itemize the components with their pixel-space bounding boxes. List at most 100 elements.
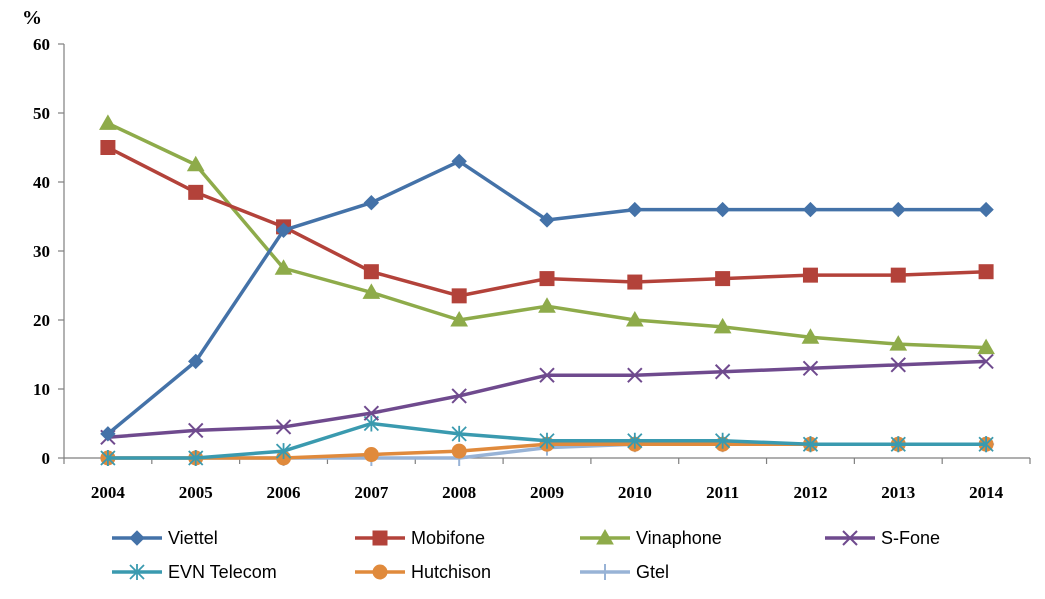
series-vinaphone [99,114,995,355]
data-point-vinaphone [538,297,556,313]
data-point-hutchison [363,447,379,463]
data-point-s-fone-stroke [714,364,731,380]
data-point-s-fone-stroke [890,357,906,373]
data-point-s-fone [890,357,906,373]
legend-item-hutchison: Hutchison [355,562,491,582]
data-point-s-fone [451,388,467,404]
data-point-vinaphone [99,114,117,130]
data-point-viettel [890,201,906,218]
y-tick-label: 60 [33,35,50,54]
legend-item-vinaphone: Vinaphone [580,528,722,548]
data-point-hutchison [451,443,467,459]
x-tick-label: 2009 [530,483,564,502]
data-point-vinaphone [274,259,293,275]
y-axis-ticks: 0 10 20 30 40 50 60 [33,35,64,468]
data-point-viettel [714,201,731,218]
data-point-vinaphone [889,335,908,351]
series-mobifone [100,140,994,304]
data-point-mobifone [715,271,731,287]
x-tick-label: 2005 [179,483,213,502]
x-tick-label: 2010 [618,483,652,502]
x-tick-label: 2007 [354,483,389,502]
data-point-vinaphone [450,310,469,327]
data-point-evn-telecom [714,432,731,449]
series-line-s-fone [107,359,987,440]
data-point-mobifone [539,271,555,287]
legend-label: Hutchison [411,562,491,582]
x-tick-label: 2004 [91,483,126,502]
data-point-s-fone-stroke [539,367,555,383]
data-point-vinaphone [713,317,732,334]
data-point-s-fone [978,353,994,370]
data-point-viettel [978,201,994,218]
data-point-viettel [802,201,819,218]
data-point-s-fone [363,405,380,421]
data-point-s-fone-stroke [627,367,643,383]
x-tick-label: 2014 [969,483,1004,502]
axes [63,44,1030,459]
legend-item-gtel: Gtel [580,562,669,582]
series-viettel [100,153,994,442]
y-tick-label: 0 [42,449,51,468]
y-unit-label: % [22,7,42,29]
series-layer [99,114,995,466]
legend-marker [597,564,613,580]
data-point-evn-telecom [100,450,116,466]
data-point-evn-telecom [627,432,643,449]
legend-marker [129,564,145,580]
y-tick-label: 10 [33,380,50,399]
legend-item-viettel: Viettel [112,528,218,548]
data-point-evn-telecom [188,450,204,466]
data-point-s-fone [188,422,204,439]
data-point-viettel [188,353,204,370]
data-point-vinaphone [977,338,995,355]
data-point-viettel [627,201,643,218]
y-tick-label: 40 [33,173,50,192]
legend-marker [129,530,145,546]
legend-label: Mobifone [411,528,485,548]
data-point-mobifone [802,267,818,283]
y-tick-label: 30 [33,242,50,261]
legend-marker-stroke [842,530,858,546]
data-point-s-fone [802,360,819,377]
legend-marker [596,528,614,545]
x-tick-label: 2012 [793,483,827,502]
data-point-evn-telecom [802,436,819,453]
data-point-s-fone-stroke [363,405,380,421]
legend-label: Viettel [168,528,218,548]
legend-label: Vinaphone [636,528,722,548]
data-point-s-fone [275,419,292,435]
data-point-evn-telecom [890,436,906,453]
series-s-fone [100,353,994,446]
series-evn-telecom [100,415,994,466]
legend-item-mobifone: Mobifone [355,528,485,548]
data-point-mobifone [890,267,906,283]
data-point-evn-telecom [978,436,994,453]
data-point-viettel [539,212,555,228]
x-tick-label: 2013 [881,483,915,502]
legend-label: Gtel [636,562,669,582]
data-point-s-fone-stroke [451,388,467,404]
data-point-viettel [451,153,467,170]
data-point-mobifone [188,184,204,200]
data-point-mobifone [363,264,379,280]
series-line-vinaphone [107,121,987,350]
legend-label: EVN Telecom [168,562,277,582]
data-point-mobifone [627,274,643,290]
data-point-vinaphone [625,310,644,327]
data-point-s-fone-stroke [978,353,994,370]
data-point-s-fone [714,364,731,380]
x-tick-label: 2011 [706,483,739,502]
data-point-s-fone-stroke [802,360,819,377]
legend-label: S-Fone [881,528,940,548]
y-tick-label: 20 [33,311,50,330]
data-point-mobifone [978,264,994,280]
data-point-evn-telecom [539,432,555,449]
legend-item-s-fone: S-Fone [825,528,940,548]
data-point-evn-telecom [275,443,292,460]
data-point-mobifone [451,288,467,304]
legend-item-evn-telecom: EVN Telecom [112,562,277,582]
data-point-vinaphone [362,283,381,299]
data-point-s-fone-stroke [275,419,292,435]
